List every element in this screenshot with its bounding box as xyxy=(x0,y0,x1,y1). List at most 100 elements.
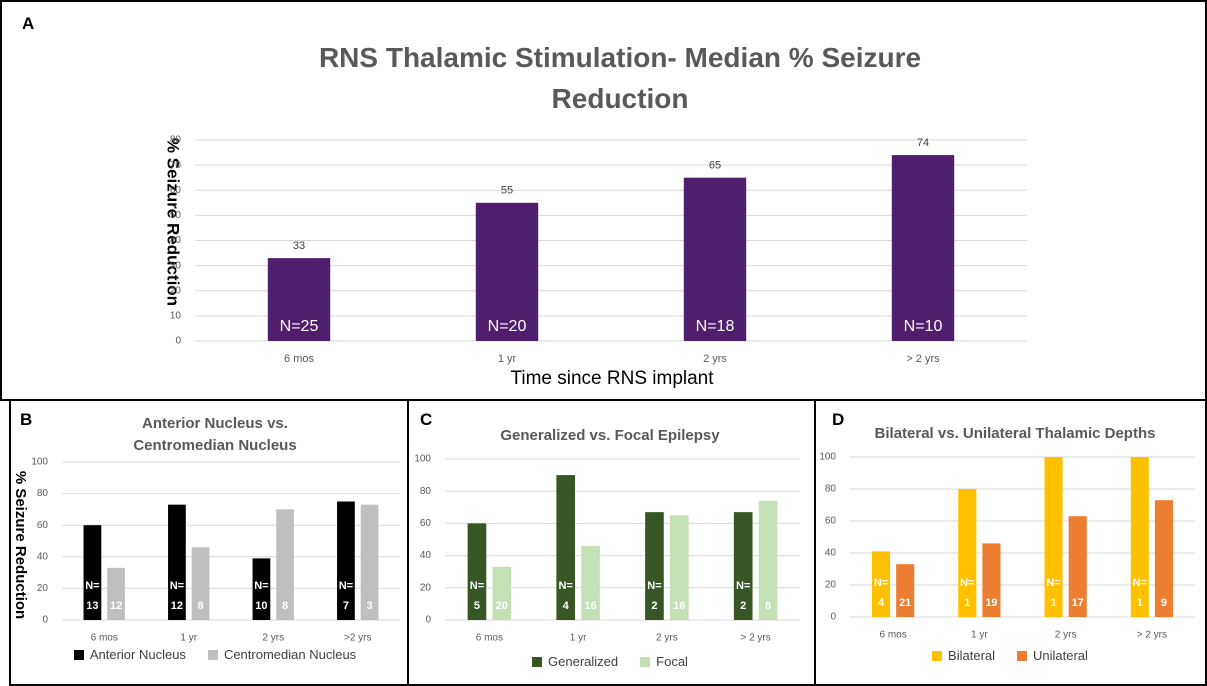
bar xyxy=(492,566,512,620)
chart-title: Bilateral vs. Unilateral Thalamic Depths xyxy=(874,425,1156,442)
legend-swatch xyxy=(73,650,84,660)
bar xyxy=(958,489,977,617)
x-tick-label: 6 mos xyxy=(476,633,503,644)
legend-item: Unilateral xyxy=(1017,648,1088,663)
x-tick-label: 2 yrs xyxy=(703,353,727,365)
legend-label: Centromedian Nucleus xyxy=(223,647,357,662)
legend: Anterior Nucleus Centromedian Nucleus xyxy=(20,647,410,662)
x-tick-label: 6 mos xyxy=(284,353,314,365)
x-tick-label: 2 yrs xyxy=(656,633,678,644)
chart-title: Anterior Nucleus vs. Centromedian Nucleu… xyxy=(133,415,297,454)
bar xyxy=(252,558,271,620)
n-label: N=20 xyxy=(488,318,527,335)
n-label: 8 xyxy=(282,600,288,612)
legend-item: Anterior Nucleus xyxy=(73,647,186,662)
legend-swatch xyxy=(1017,651,1028,661)
y-tick-label: 40 xyxy=(170,235,182,246)
legend-swatch xyxy=(640,657,651,667)
legend: Bilateral Unilateral xyxy=(820,648,1200,663)
n-label: N= 2 xyxy=(736,580,750,612)
n-label: N= 1 xyxy=(1133,577,1147,609)
n-label: 9 xyxy=(1161,597,1167,609)
y-tick-label: 60 xyxy=(170,185,182,196)
y-tick-label: 40 xyxy=(825,548,837,559)
bar xyxy=(83,525,102,620)
bar xyxy=(733,512,753,620)
panel-letter: A xyxy=(22,14,35,33)
bar xyxy=(1044,457,1063,617)
n-label: N= 13 xyxy=(85,580,99,612)
legend-item: Generalized xyxy=(532,654,618,669)
bar xyxy=(191,547,210,620)
legend-swatch xyxy=(532,657,543,667)
y-tick-label: 100 xyxy=(414,454,431,465)
legend-label: Bilateral xyxy=(948,648,996,663)
data-label: 33 xyxy=(293,240,305,252)
legend-swatch xyxy=(932,651,943,661)
x-tick-label: 1 yr xyxy=(180,633,197,644)
chart-title: Generalized vs. Focal Epilepsy xyxy=(500,427,720,444)
x-tick-label: 1 yr xyxy=(570,633,587,644)
bar xyxy=(556,475,576,620)
n-label: N=10 xyxy=(254,580,268,612)
y-tick-label: 20 xyxy=(420,582,432,593)
x-tick-label: 1 yr xyxy=(971,630,988,641)
n-label: N= 4 xyxy=(874,577,888,609)
chart-title: RNS Thalamic Stimulation- Median % Seizu… xyxy=(318,42,922,114)
bar xyxy=(891,155,955,341)
y-axis-label: % Seizure Reduction xyxy=(12,471,29,619)
x-tick-label: 1 yr xyxy=(498,353,517,365)
x-tick-label: > 2 yrs xyxy=(740,633,770,644)
y-tick-label: 0 xyxy=(42,615,48,626)
legend-item: Bilateral xyxy=(932,648,995,663)
bar xyxy=(1068,516,1087,617)
bar xyxy=(758,500,778,620)
y-tick-label: 80 xyxy=(170,135,182,146)
y-tick-label: 50 xyxy=(170,210,182,221)
y-tick-label: 80 xyxy=(37,488,49,499)
legend-swatch xyxy=(207,650,218,660)
n-label: 12 xyxy=(110,600,122,612)
n-label: N= 5 xyxy=(470,580,484,612)
y-tick-label: 30 xyxy=(170,260,182,271)
x-axis-label: Time since RNS implant xyxy=(510,368,714,389)
y-tick-label: 20 xyxy=(37,583,49,594)
n-label: N= 4 xyxy=(559,580,573,612)
x-tick-label: > 2 yrs xyxy=(906,353,940,365)
x-tick-label: 2 yrs xyxy=(262,633,284,644)
n-label: N= 2 xyxy=(647,580,661,612)
bar xyxy=(871,551,891,617)
bar xyxy=(1130,457,1149,617)
bar xyxy=(982,543,1001,617)
y-tick-label: 70 xyxy=(170,160,182,171)
bar xyxy=(467,523,487,620)
n-label: N=10 xyxy=(904,318,943,335)
bar xyxy=(645,512,664,620)
data-label: 55 xyxy=(501,185,513,197)
bar xyxy=(267,258,331,341)
legend-label: Generalized xyxy=(548,654,619,669)
legend-label: Unilateral xyxy=(1033,648,1088,663)
legend-item: Centromedian Nucleus xyxy=(207,647,357,662)
bar xyxy=(896,564,915,617)
x-tick-label: 2 yrs xyxy=(1055,630,1077,641)
y-tick-label: 0 xyxy=(175,336,181,347)
y-tick-label: 40 xyxy=(37,551,49,562)
bar xyxy=(581,545,600,620)
n-label: 21 xyxy=(899,597,911,609)
n-label: 3 xyxy=(367,600,373,612)
n-label: N= 1 xyxy=(960,577,974,609)
legend: Generalized Focal xyxy=(420,654,800,669)
x-tick-label: 6 mos xyxy=(91,633,118,644)
n-label: 16 xyxy=(673,600,685,612)
data-label: 74 xyxy=(917,137,929,149)
bar xyxy=(475,202,539,341)
bar xyxy=(669,515,689,620)
panel-letter: D xyxy=(832,410,845,429)
x-tick-label: > 2 yrs xyxy=(1137,630,1167,641)
n-label: 19 xyxy=(985,597,997,609)
y-tick-label: 100 xyxy=(819,452,836,463)
n-label: N= 12 xyxy=(170,580,184,612)
